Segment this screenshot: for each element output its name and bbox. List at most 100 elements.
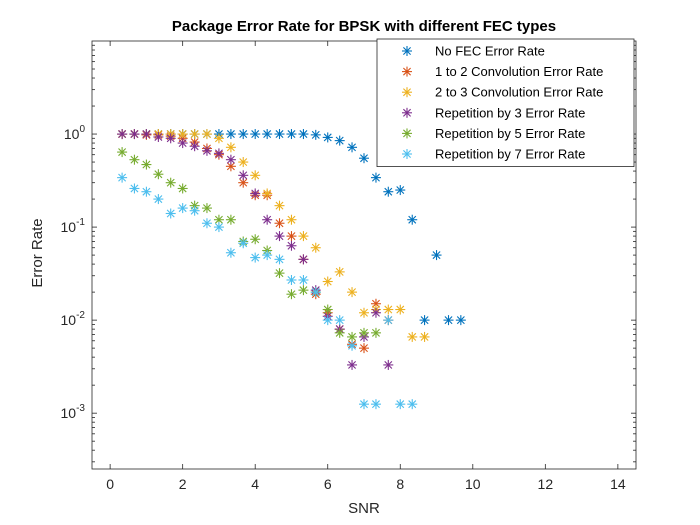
data-point (189, 129, 200, 140)
legend-entry: Repetition by 7 Error Rate (435, 147, 585, 162)
data-point (262, 188, 273, 199)
legend-marker (402, 87, 412, 98)
data-point (117, 129, 128, 140)
data-point (238, 170, 249, 181)
series-5 (117, 172, 418, 410)
data-point (225, 214, 236, 225)
data-point (274, 254, 285, 265)
data-point (250, 188, 261, 199)
chart-title: Package Error Rate for BPSK with differe… (172, 18, 556, 35)
x-tick-label: 6 (324, 476, 332, 492)
y-tick-label-exponent: -1 (76, 217, 85, 228)
data-point (177, 138, 188, 149)
data-point (419, 331, 430, 342)
data-point (310, 242, 321, 253)
data-point (250, 129, 261, 140)
x-tick-label: 0 (106, 476, 114, 492)
data-point (359, 327, 369, 338)
data-point (286, 289, 297, 300)
data-point (455, 315, 466, 326)
data-point (310, 129, 321, 140)
data-point (225, 247, 236, 258)
data-point (407, 331, 418, 342)
data-point (334, 266, 345, 277)
data-point (322, 304, 333, 315)
data-point (370, 307, 381, 318)
data-point (395, 304, 406, 315)
data-point (201, 129, 212, 140)
data-point (274, 268, 285, 279)
data-point (298, 129, 309, 140)
data-point (347, 359, 358, 370)
data-point (334, 315, 345, 326)
y-tick-label: 10-1 (61, 217, 86, 235)
data-point (250, 234, 261, 245)
data-point (383, 304, 394, 315)
data-point (238, 157, 249, 168)
data-point (395, 185, 406, 196)
data-point (274, 218, 285, 229)
x-tick-label: 2 (179, 476, 187, 492)
y-tick-label-exponent: 0 (79, 124, 85, 135)
legend-entry: 2 to 3 Convolution Error Rate (435, 85, 603, 100)
legend-entry: 1 to 2 Convolution Error Rate (435, 64, 603, 79)
y-tick-label-base: 10 (61, 219, 77, 235)
data-point (129, 183, 140, 194)
data-point (213, 222, 224, 233)
data-point (286, 274, 297, 285)
data-point (153, 131, 164, 142)
y-tick-label: 100 (64, 124, 86, 142)
data-point (262, 129, 273, 140)
data-point (322, 315, 333, 326)
data-point (262, 250, 273, 261)
data-point (238, 177, 249, 188)
data-point (286, 231, 297, 242)
y-tick-label-exponent: -3 (76, 403, 85, 414)
data-point (177, 203, 188, 214)
data-point (201, 218, 212, 229)
data-point (286, 240, 297, 251)
data-point (153, 194, 164, 205)
data-point (262, 214, 273, 225)
data-point (225, 154, 236, 165)
data-point (383, 315, 394, 326)
data-point (153, 169, 164, 180)
data-point (213, 148, 224, 159)
data-point (286, 214, 297, 225)
x-axis-label: SNR (348, 500, 380, 517)
legend-marker (402, 128, 412, 139)
data-point (334, 327, 345, 338)
data-point (225, 142, 236, 153)
y-tick-label-base: 10 (61, 405, 77, 421)
data-point (129, 129, 140, 140)
data-point (419, 315, 430, 326)
data-point (201, 145, 212, 156)
data-point (298, 274, 309, 285)
x-tick-label: 8 (396, 476, 404, 492)
data-point (274, 200, 285, 211)
data-point (370, 399, 381, 410)
data-point (359, 153, 369, 164)
data-point (383, 186, 394, 197)
data-point (250, 252, 261, 263)
data-point (347, 340, 358, 351)
data-point (370, 327, 381, 338)
data-point (238, 238, 249, 249)
legend-entry: Repetition by 5 Error Rate (435, 126, 585, 141)
data-point (201, 203, 212, 214)
data-point (129, 154, 140, 165)
data-point (274, 129, 285, 140)
data-point (165, 208, 176, 219)
data-point (359, 307, 369, 318)
data-point (225, 129, 236, 140)
data-point (431, 250, 442, 261)
data-point (407, 399, 418, 410)
data-point (298, 285, 309, 296)
data-point (347, 142, 358, 153)
data-point (359, 399, 369, 410)
data-point (117, 147, 128, 158)
legend-entry: No FEC Error Rate (435, 44, 545, 59)
legend: No FEC Error Rate 1 to 2 Convolution Erro… (376, 38, 635, 167)
data-point (334, 135, 345, 146)
